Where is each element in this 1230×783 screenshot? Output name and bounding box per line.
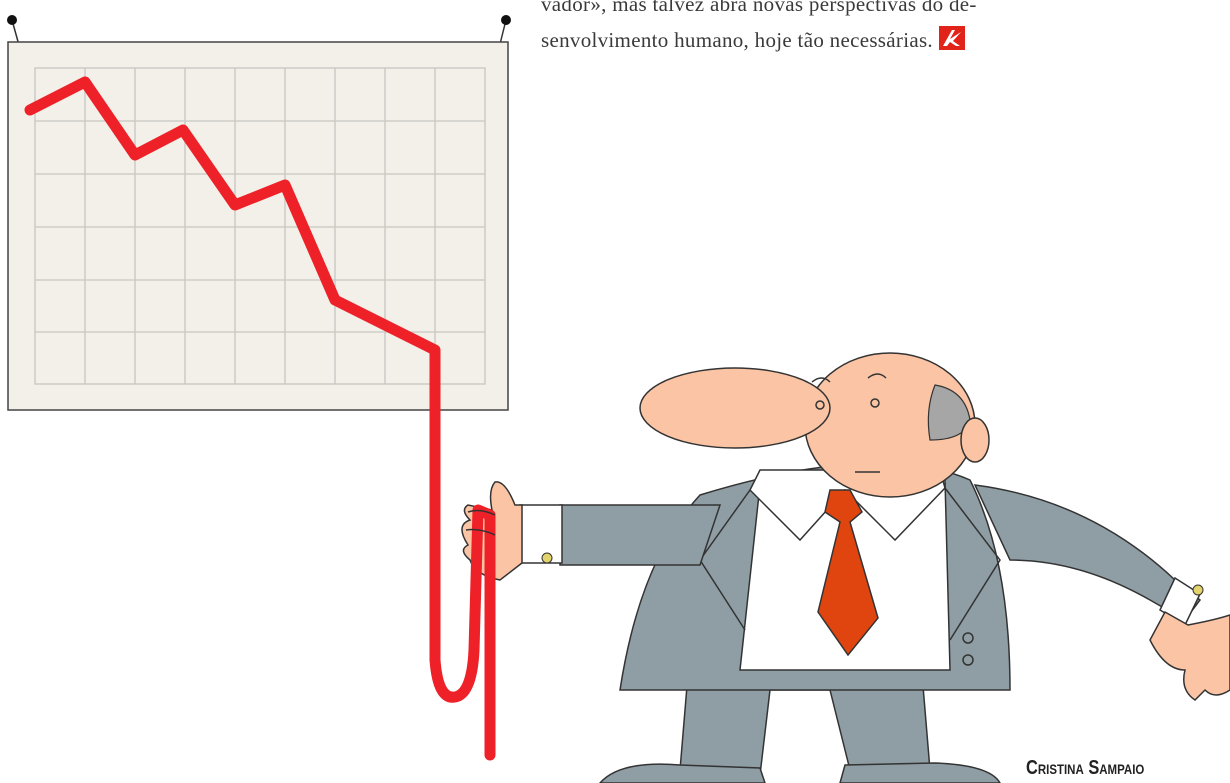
hand: [1150, 612, 1230, 700]
shoe: [840, 763, 1000, 783]
ear: [961, 418, 989, 462]
text-span: senvolvimento humano, hoje tão necessári…: [541, 28, 933, 52]
shoe: [600, 764, 765, 783]
arm: [560, 505, 720, 565]
text-block: vador», mas talvez abra novas perspectiv…: [541, 0, 1061, 58]
illustration: [0, 0, 1230, 783]
page: {"text": {"lines": ["vador», mas talvez …: [0, 0, 1230, 783]
nose: [640, 368, 830, 448]
pin: [501, 15, 511, 25]
cuff: [520, 505, 562, 563]
text-line: vador», mas talvez abra novas perspectiv…: [541, 0, 1061, 22]
text-line: senvolvimento humano, hoje tão necessári…: [541, 22, 1061, 58]
end-mark: [939, 26, 965, 50]
pin: [7, 15, 17, 25]
cufflink: [542, 553, 552, 563]
credit: Cristina Sampaio: [1026, 757, 1144, 780]
cufflink: [1193, 585, 1203, 595]
